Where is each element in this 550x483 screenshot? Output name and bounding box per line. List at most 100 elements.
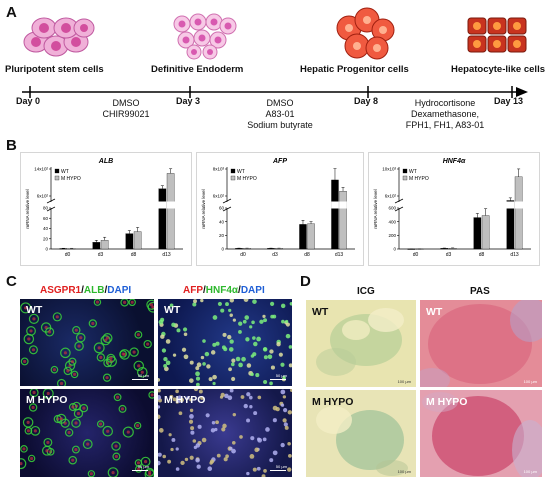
cell-nucleus — [86, 442, 90, 446]
cell-nucleus — [136, 461, 141, 465]
cell-nucleus — [95, 300, 100, 304]
day-3-label: Day 3 — [176, 96, 201, 106]
day-0-label: Day 0 — [16, 96, 41, 106]
cell-nucleus — [288, 345, 292, 349]
cell-membrane — [30, 425, 41, 436]
x-tick-label: d8 — [479, 252, 485, 258]
cell-nucleus — [229, 299, 235, 303]
cell-membrane — [118, 404, 127, 413]
cell-nucleus — [106, 429, 110, 433]
cell-nucleus — [74, 328, 78, 332]
cell-nucleus — [140, 370, 144, 374]
y-axis-label: mRNA relative level — [201, 189, 206, 228]
cell-nucleus — [257, 437, 263, 443]
cell-nucleus — [246, 363, 252, 368]
cell-nucleus — [183, 332, 188, 337]
cell-nucleus — [104, 338, 108, 342]
cell-nucleus — [281, 319, 285, 324]
cell-nucleus — [46, 391, 50, 396]
cell-nucleus — [120, 407, 125, 411]
cell-nucleus — [46, 440, 50, 445]
cell-nucleus — [284, 425, 289, 430]
cell-nucleus — [200, 396, 204, 400]
stain-separator: / — [104, 285, 108, 296]
scale-text: 50 µm — [137, 464, 149, 469]
cell-membrane — [71, 445, 80, 454]
cell-nucleus — [200, 355, 205, 360]
cell-nucleus — [276, 342, 281, 347]
panel-a-label: A — [6, 4, 17, 21]
scale-text: 50 µm — [275, 373, 287, 378]
cell-membrane — [88, 319, 97, 328]
y-tick-label: 6x10² — [213, 194, 225, 199]
stage-pluripotent: Pluripotent stem cells — [5, 64, 104, 75]
stain-dapi: DAPI — [240, 285, 265, 296]
cell-nucleus — [283, 408, 288, 413]
cell-nucleus — [262, 437, 267, 442]
cell-nucleus — [280, 362, 285, 367]
cell-nucleus — [210, 350, 216, 355]
cell-nucleus — [205, 413, 210, 418]
cell-nucleus — [229, 389, 234, 393]
cell-membrane — [122, 426, 134, 438]
cell-membrane — [44, 327, 55, 337]
cell-nucleus — [222, 332, 227, 337]
cell-nucleus — [158, 428, 164, 433]
y-tick-label: 6x10² — [385, 194, 397, 199]
cell-nucleus — [202, 339, 206, 343]
cell-nucleus — [171, 322, 176, 328]
y-tick-label: 8x10³ — [213, 167, 225, 172]
cell-nucleus — [249, 454, 255, 459]
cell-nucleus — [243, 403, 248, 409]
cell-nucleus — [223, 347, 228, 352]
x-tick-label: d0 — [240, 252, 246, 258]
cell-membrane — [56, 413, 67, 424]
bar-m-hypo — [100, 240, 109, 250]
cell-nucleus — [162, 454, 167, 459]
cell-nucleus — [165, 360, 171, 366]
cell-nucleus — [238, 362, 243, 368]
if-cells — [158, 299, 292, 386]
cell-nucleus — [239, 435, 243, 439]
bar-break — [514, 201, 523, 209]
cell-nucleus — [189, 360, 194, 365]
cell-nucleus — [207, 466, 213, 472]
cell-nucleus — [280, 403, 285, 407]
day-8-label: Day 8 — [354, 96, 379, 106]
cell-nucleus — [160, 317, 165, 322]
cell-membrane — [120, 299, 129, 307]
cell-nucleus — [232, 412, 237, 417]
cell-nucleus — [189, 414, 194, 419]
cell-nucleus — [190, 426, 195, 431]
scale-bar — [132, 470, 148, 471]
cell-nucleus — [136, 424, 140, 428]
cell-nucleus — [261, 474, 266, 477]
y-tick-label: 200 — [388, 233, 396, 238]
cell-nucleus — [262, 347, 268, 352]
cell-nucleus — [195, 376, 201, 381]
cell-nucleus — [198, 389, 203, 394]
bar-m-hypo — [133, 231, 142, 250]
cell-nucleus — [202, 362, 206, 366]
bar-break — [158, 201, 167, 209]
cell-nucleus — [176, 328, 181, 333]
cell-nucleus — [151, 305, 154, 309]
cell-nucleus — [240, 395, 245, 399]
cell-nucleus — [27, 337, 31, 341]
cell-membrane — [29, 389, 39, 398]
cell-nucleus — [231, 358, 236, 363]
axis-break — [222, 198, 232, 204]
cell-membrane — [87, 470, 96, 477]
y-tick-label: 60 — [219, 206, 225, 211]
cell-nucleus — [175, 467, 180, 471]
cell-nucleus — [161, 348, 167, 353]
cell-membrane — [72, 325, 81, 335]
stain-legend-1: ASGPR1/ALB/DAPI — [40, 285, 131, 296]
cell-nucleus — [97, 346, 101, 350]
stain-asgpr1: ASGPR1 — [40, 285, 82, 296]
bar-break — [339, 201, 347, 209]
cell-nucleus — [74, 421, 78, 425]
cell-nucleus — [26, 420, 30, 424]
cell-nucleus — [263, 469, 267, 473]
y-tick-label: 14x10² — [34, 167, 48, 172]
